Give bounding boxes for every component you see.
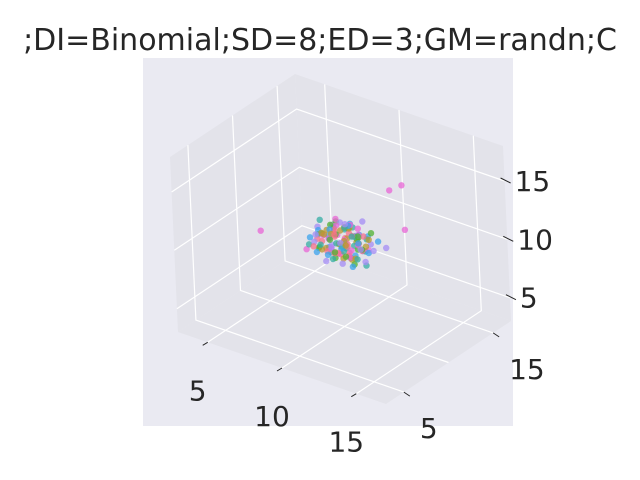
y-gridline [231,115,449,364]
data-point-series-4 [365,249,372,257]
x-tick-mark [202,341,208,346]
data-point-series-6 [354,225,361,232]
data-point-series-4 [324,251,332,258]
data-point-series-0 [360,233,367,240]
axis-ticks: 5 10 15 5 15 5 10 15 [189,165,553,459]
data-point-series-2 [354,233,361,240]
data-point-series-6 [401,226,409,233]
data-point-series-5 [337,239,344,247]
data-point-series-0 [331,231,338,239]
data-point-series-5 [328,243,335,251]
data-point-series-4 [349,263,357,270]
data-point-series-4 [355,240,362,247]
data-points [257,182,409,270]
data-point-series-1 [342,242,349,249]
x-tick-label: 15 [328,426,364,459]
data-point-series-2 [326,236,334,243]
z-gridline [173,166,508,251]
x-gridline [281,109,408,369]
data-point-series-4 [306,234,314,241]
x-tick-mark [351,393,357,398]
data-point-series-5 [357,246,364,253]
y-tick-mark [403,391,411,397]
data-point-series-5 [383,244,390,252]
data-point-series-6 [398,182,405,189]
data-point-series-5 [362,258,369,266]
data-point-series-2 [331,249,339,256]
data-point-series-6 [303,246,310,253]
data-point-series-2 [342,253,350,260]
data-point-series-5 [323,257,330,265]
y-tick-label: 15 [509,353,545,386]
y-gridline [187,145,405,393]
z-tick-label: 10 [517,223,553,256]
data-point-series-5 [359,218,366,225]
x-tick-label: 5 [189,374,207,407]
chart-title: ;DI=Binomial;SD=8;ED=3;GM=randn;C [23,23,617,58]
data-point-series-1 [320,231,328,238]
z-gridline [176,225,511,310]
data-point-series-5 [312,231,319,238]
data-point-series-6 [332,215,339,223]
z-tick-label: 15 [515,165,551,198]
data-point-series-6 [386,187,393,194]
y-tick-mark [492,332,500,338]
data-point-series-3 [317,241,324,248]
data-point-series-1 [365,236,372,243]
data-point-series-5 [339,260,346,267]
y-tick-label: 5 [420,412,438,445]
x-tick-label: 10 [254,400,290,433]
data-point-series-3 [348,233,355,240]
data-point-series-3 [316,216,323,223]
z-tick-label: 5 [520,282,538,315]
y-gridline [276,85,494,334]
gridlines [171,84,511,395]
z-tick-mark [500,177,511,184]
data-point-series-5 [370,247,377,255]
z-tick-mark [503,235,514,242]
x-tick-mark [276,367,283,372]
data-point-series-5 [341,221,348,228]
data-point-series-4 [374,238,382,245]
data-point-series-3 [329,255,337,263]
z-gridline [171,108,505,193]
z-tick-mark [505,294,517,301]
data-point-series-3 [354,256,361,263]
data-point-series-6 [257,227,264,234]
x-gridline [355,135,482,395]
data-point-series-2 [367,230,375,237]
data-point-series-6 [348,247,355,254]
data-point-series-4 [313,248,321,256]
data-point-series-0 [310,243,317,250]
